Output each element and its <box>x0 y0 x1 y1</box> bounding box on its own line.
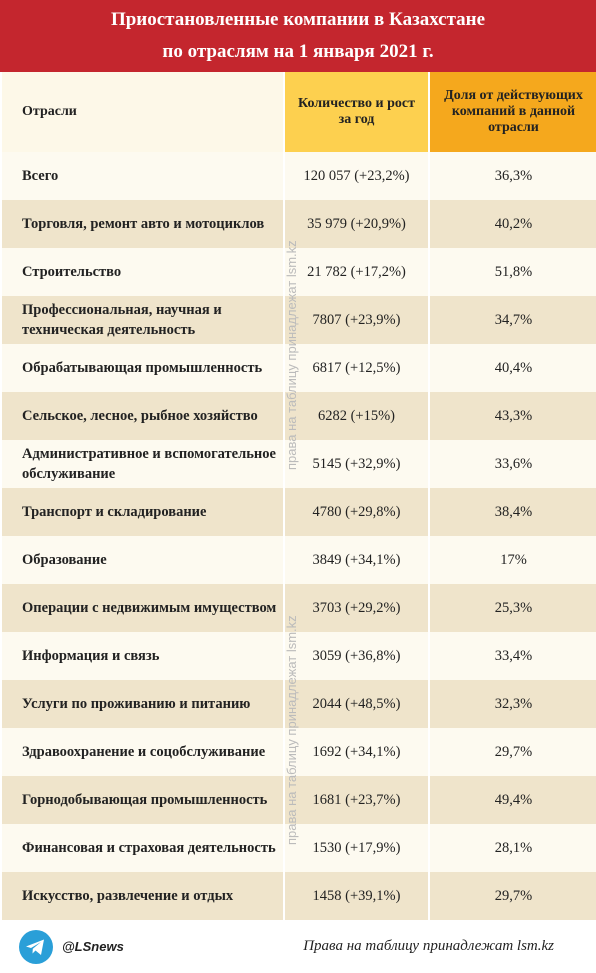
title-line: Приостановленные компании в Казахстане <box>110 9 486 30</box>
cell: 120 057 (+23,2%) <box>283 152 429 200</box>
cell: 6817 (+12,5%) <box>283 344 429 392</box>
footer: @LSnews Права на таблицу принадлежат lsm… <box>0 920 596 973</box>
cell: 28,1% <box>428 824 596 872</box>
watermark: права на таблицу принадлежат lsm.kz <box>284 240 299 470</box>
cell: 29,7% <box>428 728 596 776</box>
table-row: Сельское, лесное, рыбное хозяйство 6282 (… <box>0 392 596 440</box>
cell: Сельское, лесное, рыбное хозяйство <box>0 392 284 440</box>
table-row: Профессиональная, научная и техническая … <box>0 296 596 344</box>
title-line: по отраслям на 1 января 2021 г. <box>162 41 434 62</box>
table-row: Информация и связь 3059 (+36,8%) 33,4% <box>0 632 596 680</box>
cell: Информация и связь <box>0 632 284 680</box>
watermark: права на таблицу принадлежат lsm.kz <box>284 615 299 845</box>
table-row: Здравоохранение и соцобслуживание 1692 (+… <box>0 728 596 776</box>
cell: 1530 (+17,9%) <box>283 824 429 872</box>
column-header: Отрасли <box>0 72 284 152</box>
table-row: Обрабатывающая промышленность 6817 (+12,5… <box>0 344 596 392</box>
cell: Торговля, ремонт авто и мотоциклов <box>0 200 284 248</box>
cell: 3849 (+34,1%) <box>283 536 429 584</box>
column-header: Количество и рост за год <box>283 72 429 152</box>
table-row: Операции с недвижимым имуществом 3703 (+2… <box>0 584 596 632</box>
table-row: Всего 120 057 (+23,2%) 36,3% <box>0 152 596 200</box>
cell: 4780 (+29,8%) <box>283 488 429 536</box>
cell: Транспорт и складирование <box>0 488 284 536</box>
table-row: Искусство, развлечение и отдых 1458 (+39,… <box>0 872 596 920</box>
cell: 34,7% <box>428 296 596 344</box>
cell: Образование <box>0 536 284 584</box>
title-bar: Приостановленные компании в Казахстане п… <box>0 0 596 72</box>
cell: Здравоохранение и соцобслуживание <box>0 728 284 776</box>
cell: 5145 (+32,9%) <box>283 440 429 488</box>
cell: Всего <box>0 152 284 200</box>
cell: 35 979 (+20,9%) <box>283 200 429 248</box>
cell: 33,6% <box>428 440 596 488</box>
cell: 40,2% <box>428 200 596 248</box>
cell: 40,4% <box>428 344 596 392</box>
table-row: Образование 3849 (+34,1%) 17% <box>0 536 596 584</box>
cell: 3703 (+29,2%) <box>283 584 429 632</box>
cell: 1692 (+34,1%) <box>283 728 429 776</box>
cell: Обрабатывающая промышленность <box>0 344 284 392</box>
cell: Услуги по проживанию и питанию <box>0 680 284 728</box>
cell: 49,4% <box>428 776 596 824</box>
cell: Финансовая и страховая деятельность <box>0 824 284 872</box>
cell: 2044 (+48,5%) <box>283 680 429 728</box>
table-row: Административное и вспомогательное обслу… <box>0 440 596 488</box>
table-row: Услуги по проживанию и питанию 2044 (+48,… <box>0 680 596 728</box>
cell: 3059 (+36,8%) <box>283 632 429 680</box>
cell: 7807 (+23,9%) <box>283 296 429 344</box>
credit: Права на таблицу принадлежат lsm.kz <box>303 938 554 954</box>
cell: 38,4% <box>428 488 596 536</box>
cell: 51,8% <box>428 248 596 296</box>
cell: 17% <box>428 536 596 584</box>
column-header: Доля от действующих компаний в данной от… <box>428 72 596 152</box>
handle: @LSnews <box>62 939 124 954</box>
cell: 43,3% <box>428 392 596 440</box>
cell: 6282 (+15%) <box>283 392 429 440</box>
table-body: Всего 120 057 (+23,2%) 36,3% Торговля, ремо… <box>0 152 596 920</box>
cell: Строительство <box>0 248 284 296</box>
cell: Операции с недвижимым имуществом <box>0 584 284 632</box>
cell: 25,3% <box>428 584 596 632</box>
header-row: Отрасли Количество и рост за год Доля от д… <box>0 72 596 152</box>
cell: Искусство, развлечение и отдых <box>0 872 284 920</box>
table-row: Финансовая и страховая деятельность 1530 … <box>0 824 596 872</box>
cell: 1458 (+39,1%) <box>283 872 429 920</box>
table: Отрасли Количество и рост за год Доля от д… <box>0 72 596 920</box>
cell: Профессиональная, научная и техническая … <box>0 296 284 344</box>
cell: 29,7% <box>428 872 596 920</box>
cell: Горнодобывающая промышленность <box>0 776 284 824</box>
table-row: Горнодобывающая промышленность 1681 (+23,… <box>0 776 596 824</box>
telegram-icon <box>19 929 53 964</box>
cell: Административное и вспомогательное обслу… <box>0 440 284 488</box>
cell: 21 782 (+17,2%) <box>283 248 429 296</box>
table-row: Строительство 21 782 (+17,2%) 51,8% <box>0 248 596 296</box>
cell: 1681 (+23,7%) <box>283 776 429 824</box>
table-row: Торговля, ремонт авто и мотоциклов 35 979… <box>0 200 596 248</box>
table-row: Транспорт и складирование 4780 (+29,8%) 38… <box>0 488 596 536</box>
cell: 36,3% <box>428 152 596 200</box>
cell: 33,4% <box>428 632 596 680</box>
cell: 32,3% <box>428 680 596 728</box>
